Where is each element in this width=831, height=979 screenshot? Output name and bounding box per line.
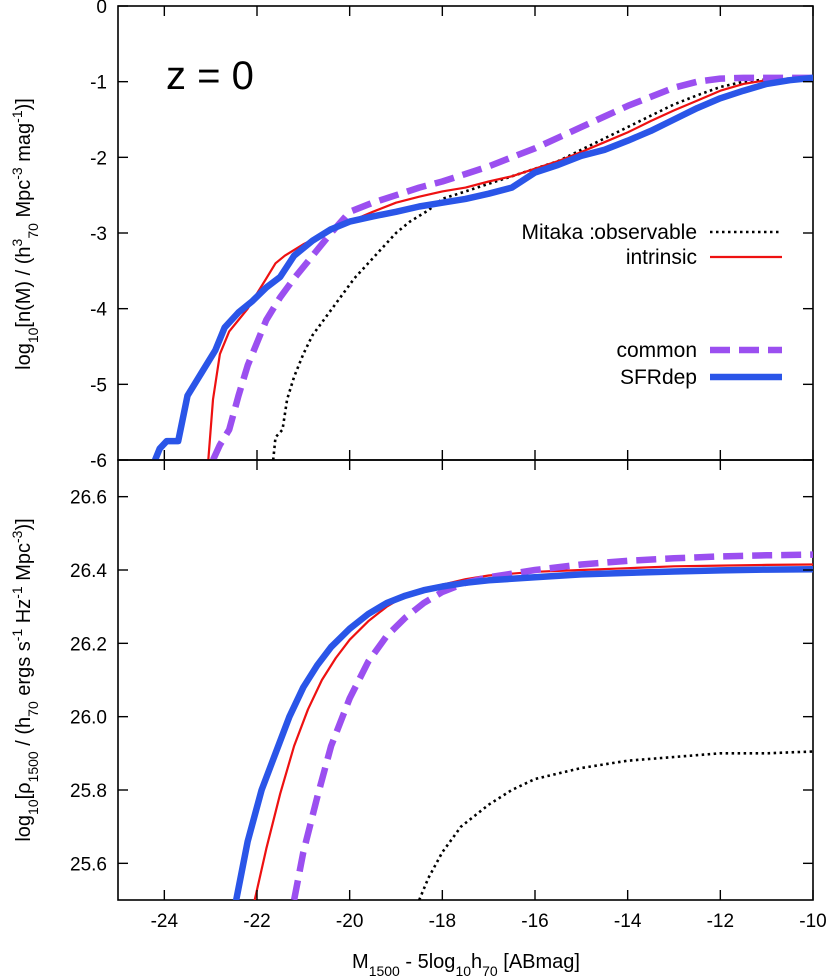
bottom-series-intrinsic	[253, 563, 813, 900]
redshift-annotation: z = 0	[166, 54, 254, 98]
x-axis-title: M1500 - 5log10h70 [ABmag]	[352, 951, 580, 979]
bottom-series-group	[232, 551, 813, 900]
x-tick-label: -10	[799, 911, 826, 932]
bottom-axis-ticks: -24 -22 -20 -18 -16 -14 -12 -10 25.6 25.8 26.0 26.2…	[70, 460, 827, 932]
top-axis-ticks: 0 -1 -2 -3 -4 -5 -6	[90, 0, 814, 472]
top-y-tick-label: -4	[90, 300, 107, 321]
top-y-tick-label: -3	[90, 224, 107, 245]
x-tick-label: -16	[521, 911, 548, 932]
top-series-common	[210, 74, 813, 460]
top-series-observable	[271, 76, 813, 460]
bottom-series-observable	[418, 750, 813, 900]
x-tick-label: -22	[243, 911, 270, 932]
bottom-y-tick-label: 25.8	[70, 781, 107, 802]
top-y-tick-label: -6	[90, 451, 107, 472]
legend-label-common: common	[616, 339, 697, 362]
bottom-series-sfrdep	[232, 566, 813, 900]
top-series-group	[151, 74, 813, 460]
legend-header: Mitaka :	[521, 221, 595, 244]
bottom-y-tick-label: 26.6	[70, 488, 107, 509]
top-y-tick-label: 0	[96, 0, 107, 18]
bottom-panel-frame	[117, 459, 814, 901]
bottom-panel: -24 -22 -20 -18 -16 -14 -12 -10 25.6 25.8 26.0 26.2…	[9, 459, 827, 979]
bottom-series-common	[290, 551, 813, 900]
top-y-tick-label: -2	[90, 148, 107, 169]
top-series-sfrdep	[151, 74, 813, 460]
x-tick-label: -14	[614, 911, 642, 932]
legend-label-sfrdep: SFRdep	[620, 366, 697, 389]
legend-label-observable: observable	[594, 221, 697, 244]
x-tick-label: -12	[707, 911, 734, 932]
bottom-y-tick-label: 26.0	[70, 708, 107, 729]
x-tick-label: -24	[151, 911, 179, 932]
top-y-tick-label: -5	[90, 375, 107, 396]
top-panel: 0 -1 -2 -3 -4 -5 -6 z = 0 Mitaka : observablein…	[9, 0, 814, 472]
top-y-tick-label: -1	[90, 73, 107, 94]
bottom-y-tick-label: 25.6	[70, 854, 107, 875]
bottom-y-axis-title: log10[ρ1500 / (h70 ergs s-1 Hz-1 Mpc-3)]	[9, 518, 41, 841]
x-tick-label: -18	[429, 911, 456, 932]
top-y-axis-title: log10[n(M) / (h370 Mpc-3 mag-1)]	[9, 98, 41, 370]
bottom-y-tick-label: 26.2	[70, 634, 107, 655]
x-tick-label: -20	[336, 911, 363, 932]
bottom-y-tick-label: 26.4	[70, 561, 107, 582]
legend-label-intrinsic: intrinsic	[626, 246, 697, 269]
